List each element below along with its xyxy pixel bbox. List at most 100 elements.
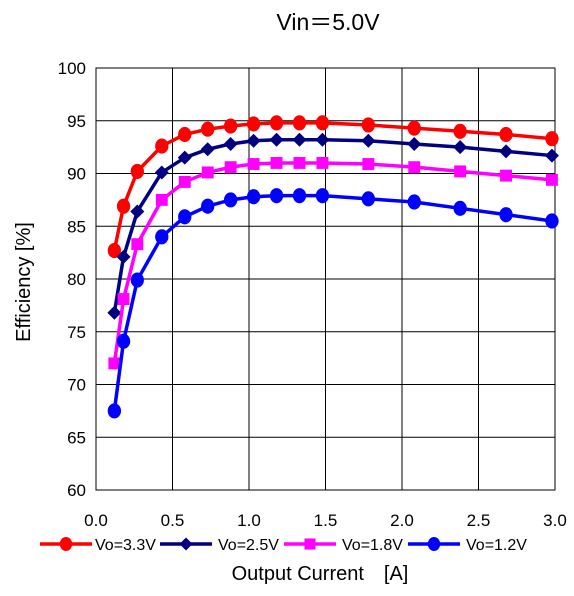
series-line <box>112 161 553 364</box>
data-point <box>545 213 559 229</box>
legend-label: Vo=3.3V <box>95 537 156 554</box>
series-layer <box>107 115 559 419</box>
data-point <box>223 118 238 134</box>
data-point <box>292 132 307 147</box>
data-point <box>499 207 513 223</box>
series-Vo=3.3V <box>107 115 559 259</box>
data-point <box>270 157 283 169</box>
data-point <box>108 357 121 370</box>
data-point <box>117 293 130 305</box>
plot-frame <box>95 67 556 491</box>
data-point <box>408 161 421 174</box>
data-point <box>155 138 169 154</box>
data-point <box>269 115 284 131</box>
data-point <box>407 120 421 136</box>
y-tick-label: 85 <box>67 217 86 236</box>
data-point <box>316 157 329 169</box>
data-point <box>131 238 144 251</box>
data-point <box>223 192 238 208</box>
series-line <box>112 137 553 314</box>
data-point <box>499 144 514 159</box>
series-Vo=2.5V <box>107 132 559 320</box>
y-axis-label: Efficiency [%] <box>13 222 35 342</box>
y-tick-label: 80 <box>67 270 86 289</box>
legend-entry: Vo=2.5V <box>160 537 279 554</box>
y-tick-label: 100 <box>58 59 86 78</box>
data-point <box>107 305 122 320</box>
data-point <box>155 193 168 206</box>
x-axis-ticks: 0.0 0.5 1.0 1.5 2.0 2.5 3.0 <box>84 511 567 530</box>
x-tick-label: 0.5 <box>161 511 185 530</box>
data-point <box>116 333 131 349</box>
data-point <box>292 188 307 204</box>
legend-marker <box>179 537 193 551</box>
data-point <box>453 140 468 155</box>
data-point <box>155 229 169 245</box>
data-point <box>545 131 559 147</box>
data-point <box>499 126 513 143</box>
legend-entry: Vo=3.3V <box>40 536 156 554</box>
y-tick-label: 75 <box>67 323 86 342</box>
data-point <box>247 158 260 170</box>
x-tick-label: 1.0 <box>237 511 261 530</box>
y-axis-ticks: 60 65 70 75 80 85 90 95 100 <box>58 59 86 500</box>
legend-marker <box>304 538 316 550</box>
x-tick-label: 1.5 <box>314 511 338 530</box>
data-point <box>178 209 192 225</box>
data-point <box>361 133 376 148</box>
data-point <box>154 165 169 180</box>
series-Vo=1.8V <box>108 157 558 370</box>
data-point <box>407 194 421 210</box>
y-tick-label: 95 <box>67 112 86 131</box>
data-point <box>178 126 192 143</box>
data-point <box>361 117 375 133</box>
x-tick-label: 3.0 <box>543 511 567 530</box>
data-point <box>246 189 261 205</box>
data-point <box>269 188 284 204</box>
y-tick-label: 70 <box>67 376 86 395</box>
data-point <box>201 198 215 214</box>
data-point <box>292 115 307 131</box>
data-point <box>178 175 191 188</box>
data-point <box>246 116 261 132</box>
data-point <box>246 133 261 148</box>
x-axis-label: Output Current [A] <box>232 563 409 585</box>
data-point <box>200 142 215 157</box>
data-point <box>315 132 330 147</box>
data-point <box>130 272 144 288</box>
data-point <box>201 166 214 179</box>
data-point <box>454 165 467 178</box>
data-point <box>407 136 422 151</box>
legend: Vo=3.3V Vo=2.5V Vo=1.8V Vo=1.2V <box>40 536 527 554</box>
data-point <box>500 169 512 182</box>
legend-entry: Vo=1.8V <box>284 537 403 554</box>
legend-marker <box>427 536 441 552</box>
legend-label: Vo=2.5V <box>218 537 279 554</box>
y-tick-label: 65 <box>67 428 86 447</box>
legend-marker <box>59 536 73 552</box>
data-point <box>362 158 375 170</box>
series-line <box>112 193 553 412</box>
legend-entry: Vo=1.2V <box>408 536 527 554</box>
legend-label: Vo=1.2V <box>466 537 527 554</box>
data-point <box>453 200 467 216</box>
x-tick-label: 2.0 <box>390 511 414 530</box>
data-point <box>116 249 131 264</box>
data-point <box>315 188 330 204</box>
series-Vo=1.2V <box>107 188 559 419</box>
data-point <box>544 148 559 163</box>
data-point <box>315 115 330 131</box>
x-tick-label: 0.0 <box>84 511 108 530</box>
data-point <box>293 157 306 169</box>
data-point <box>107 403 122 419</box>
data-point <box>223 136 238 151</box>
data-point <box>116 198 131 214</box>
data-point <box>269 132 284 147</box>
series-line <box>112 121 553 251</box>
legend-label: Vo=1.8V <box>342 537 403 554</box>
data-point <box>177 150 192 165</box>
grid <box>95 67 556 491</box>
data-point <box>545 173 558 186</box>
data-point <box>130 163 144 179</box>
